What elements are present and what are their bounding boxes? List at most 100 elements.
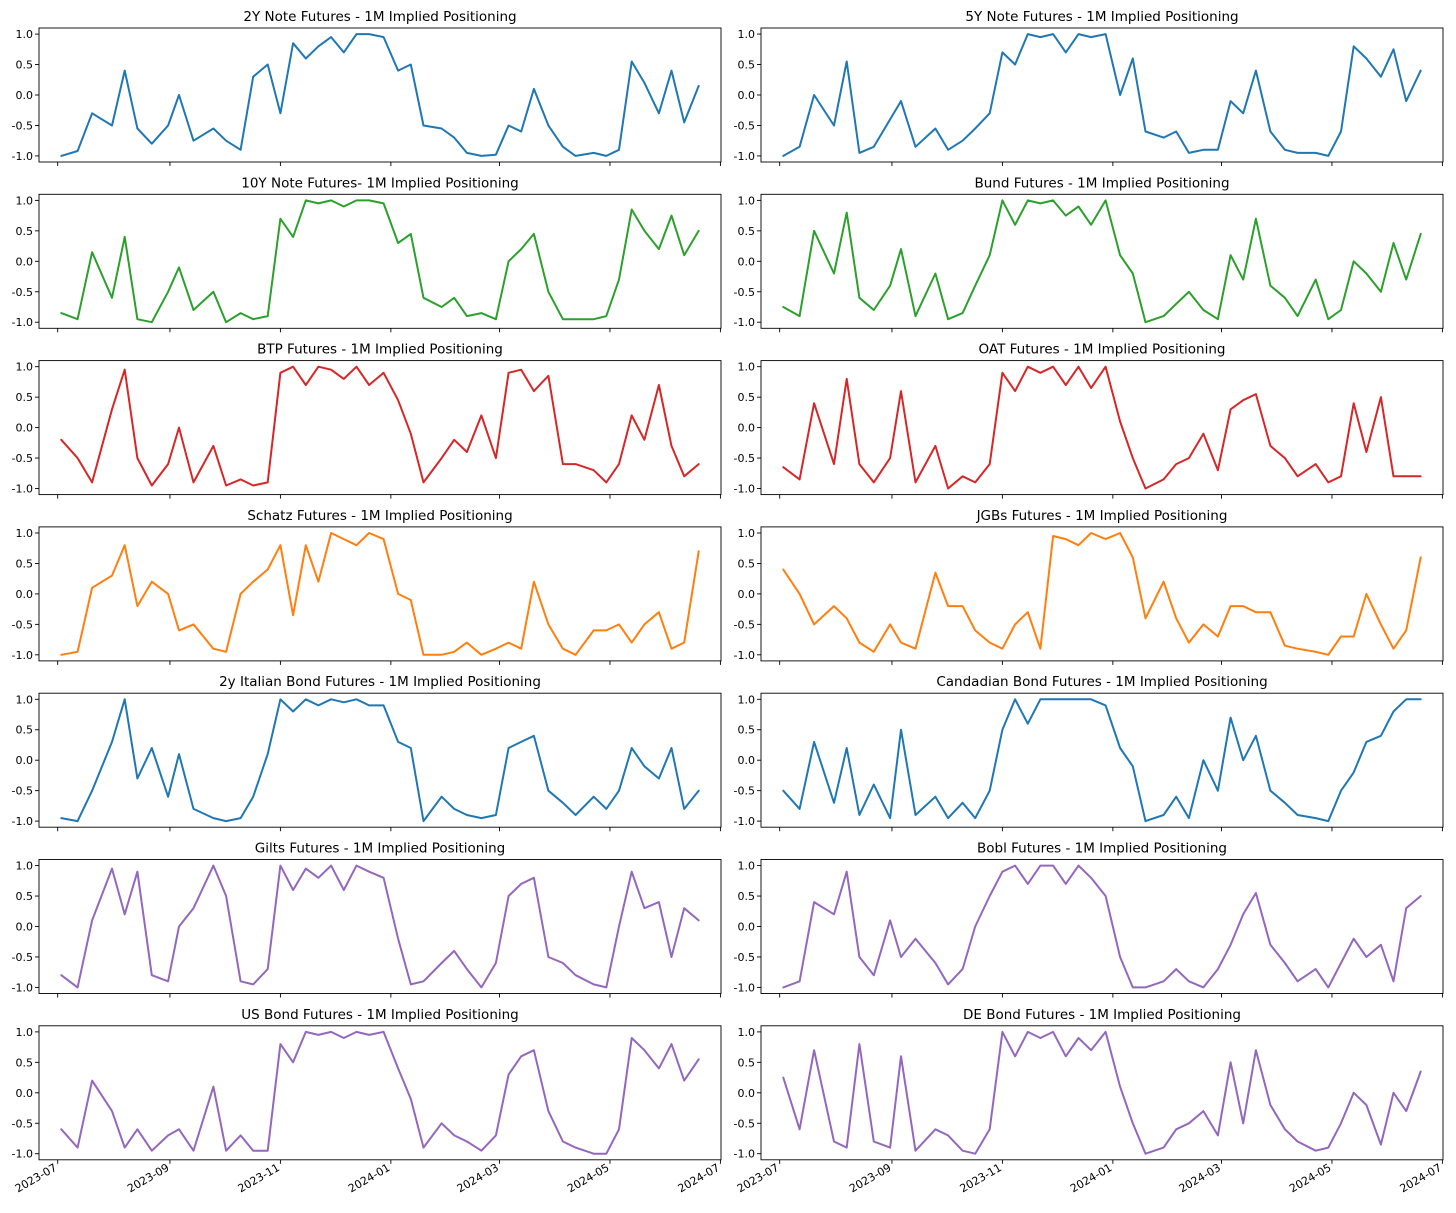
y-tick-label: -0.5 — [734, 119, 755, 132]
y-tick-label: 0.5 — [16, 225, 34, 238]
plot-frame — [38, 526, 722, 662]
subplot: 2y Italian Bond Futures - 1M Implied Pos… — [12, 674, 722, 832]
y-tick-label: -1.0 — [12, 1148, 33, 1161]
subplot-title: DE Bond Futures - 1M Implied Positioning — [963, 1007, 1241, 1023]
y-tick-label: -0.5 — [12, 618, 33, 631]
y-tick-label: -1.0 — [12, 316, 33, 329]
y-tick-label: 0.0 — [738, 89, 756, 102]
y-tick-label: -1.0 — [12, 649, 33, 662]
y-tick-label: 0.5 — [738, 225, 756, 238]
y-tick-label: 1.0 — [738, 860, 756, 873]
y-tick-label: 0.5 — [16, 391, 34, 404]
subplot-title: 5Y Note Futures - 1M Implied Positioning — [965, 9, 1238, 25]
y-tick-label: 0.5 — [16, 890, 34, 903]
y-tick-label: 0.5 — [738, 890, 756, 903]
series-line — [60, 864, 700, 989]
y-tick-label: -1.0 — [734, 316, 755, 329]
subplot: OAT Futures - 1M Implied Positioning -1.0… — [734, 342, 1444, 499]
y-tick-label: -0.5 — [12, 119, 33, 132]
y-tick-label: 1.0 — [16, 361, 34, 374]
y-tick-label: 0.0 — [738, 422, 756, 435]
x-tick-label: 2023-09 — [847, 1161, 893, 1195]
plot-frame — [760, 526, 1444, 662]
subplot: JGBs Futures - 1M Implied Positioning -1.… — [734, 508, 1444, 665]
subplot: US Bond Futures - 1M Implied Positioning… — [12, 1007, 722, 1196]
y-tick-label: -0.5 — [734, 452, 755, 465]
y-tick-label: 0.0 — [738, 921, 756, 934]
series-line — [782, 365, 1422, 490]
y-tick-label: 0.0 — [16, 754, 34, 767]
series-line — [782, 1030, 1422, 1155]
x-tick-label: 2024-07 — [1398, 1161, 1444, 1195]
subplot: Schatz Futures - 1M Implied Positioning -… — [12, 508, 722, 665]
subplot-title: Bund Futures - 1M Implied Positioning — [974, 175, 1229, 191]
y-tick-label: -1.0 — [734, 649, 755, 662]
y-tick-label: -0.5 — [12, 452, 33, 465]
plot-frame — [760, 27, 1444, 163]
subplot-title: Bobl Futures - 1M Implied Positioning — [977, 841, 1227, 857]
y-tick-label: 1.0 — [738, 194, 756, 207]
y-tick-label: -1.0 — [734, 815, 755, 828]
x-tick-label: 2024-03 — [1177, 1161, 1223, 1195]
y-tick-label: -1.0 — [734, 483, 755, 496]
subplot: 5Y Note Futures - 1M Implied Positioning… — [734, 9, 1444, 166]
subplot-title: BTP Futures - 1M Implied Positioning — [257, 342, 503, 358]
x-tick-label: 2024-05 — [1287, 1161, 1333, 1195]
y-tick-label: -0.5 — [734, 1117, 755, 1130]
subplot: Bund Futures - 1M Implied Positioning -1.… — [734, 175, 1444, 333]
y-tick-label: 1.0 — [738, 1026, 756, 1039]
y-tick-label: 0.0 — [16, 921, 34, 934]
series-line — [782, 698, 1422, 823]
y-tick-label: 0.5 — [738, 724, 756, 737]
y-tick-label: 1.0 — [738, 693, 756, 706]
x-tick-label: 2023-11 — [236, 1161, 282, 1195]
subplot-title: 2Y Note Futures - 1M Implied Positioning — [243, 9, 516, 25]
subplot-title: 10Y Note Futures- 1M Implied Positioning — [241, 175, 519, 191]
plot-frame — [38, 692, 722, 828]
y-tick-label: 0.0 — [16, 588, 34, 601]
y-tick-label: -1.0 — [12, 981, 33, 994]
subplot-title: Schatz Futures - 1M Implied Positioning — [247, 508, 512, 524]
y-tick-label: 0.0 — [738, 1087, 756, 1100]
subplot-title: 2y Italian Bond Futures - 1M Implied Pos… — [219, 674, 541, 690]
y-tick-label: 0.0 — [16, 422, 34, 435]
subplot: DE Bond Futures - 1M Implied Positioning… — [734, 1007, 1444, 1196]
x-tick-label: 2023-11 — [958, 1161, 1004, 1195]
y-tick-label: -0.5 — [12, 951, 33, 964]
y-tick-label: -0.5 — [12, 1117, 33, 1130]
y-tick-label: 1.0 — [738, 28, 756, 41]
x-tick-label: 2023-07 — [13, 1161, 59, 1195]
subplot: Gilts Futures - 1M Implied Positioning -1… — [12, 841, 722, 998]
x-tick-label: 2024-05 — [565, 1161, 611, 1195]
y-tick-label: 0.0 — [16, 89, 34, 102]
y-tick-label: -0.5 — [734, 286, 755, 299]
subplot-title: OAT Futures - 1M Implied Positioning — [979, 342, 1226, 358]
y-tick-label: -1.0 — [734, 1148, 755, 1161]
subplot: BTP Futures - 1M Implied Positioning -1.0… — [12, 342, 722, 499]
plot-frame — [38, 193, 722, 329]
y-tick-label: 1.0 — [16, 194, 34, 207]
y-tick-label: 1.0 — [16, 28, 34, 41]
x-tick-label: 2024-01 — [1068, 1161, 1114, 1195]
y-tick-label: 1.0 — [16, 1026, 34, 1039]
y-tick-label: 1.0 — [738, 527, 756, 540]
y-tick-label: 0.5 — [16, 557, 34, 570]
subplot-title: Candadian Bond Futures - 1M Implied Posi… — [936, 674, 1267, 690]
y-tick-label: 0.0 — [738, 255, 756, 268]
y-tick-label: 1.0 — [16, 860, 34, 873]
y-tick-label: 0.5 — [738, 1056, 756, 1069]
y-tick-label: 1.0 — [738, 361, 756, 374]
y-tick-label: -1.0 — [12, 150, 33, 163]
series-line — [782, 199, 1422, 324]
series-line — [782, 864, 1422, 989]
y-tick-label: -1.0 — [12, 815, 33, 828]
y-tick-label: 1.0 — [16, 527, 34, 540]
x-tick-label: 2024-01 — [346, 1161, 392, 1195]
series-line — [60, 33, 700, 157]
y-tick-label: -1.0 — [734, 981, 755, 994]
plot-frame — [38, 360, 722, 496]
series-line — [60, 1030, 700, 1155]
series-line — [782, 33, 1422, 157]
y-tick-label: 0.0 — [738, 588, 756, 601]
